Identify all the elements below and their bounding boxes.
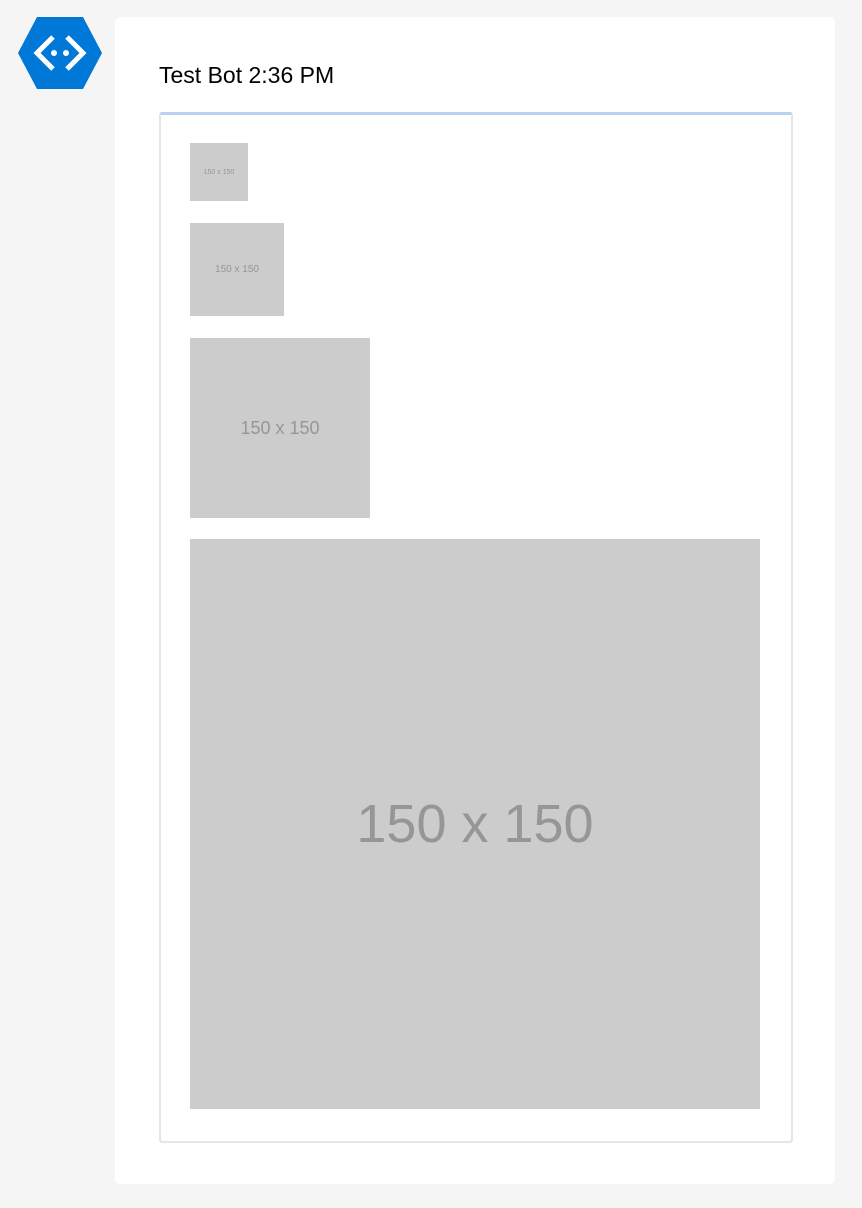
image-large[interactable]: 150 x 150: [190, 338, 370, 518]
bot-avatar: [17, 16, 103, 90]
message-panel: Test Bot 2:36 PM 150 x 150 150 x 150 150…: [115, 17, 835, 1184]
message-header: Test Bot 2:36 PM: [159, 61, 334, 89]
image-small-label: 150 x 150: [203, 168, 235, 176]
image-medium[interactable]: 150 x 150: [190, 223, 284, 316]
message-timestamp: 2:36 PM: [248, 62, 335, 88]
sender-name: Test Bot: [159, 62, 243, 88]
adaptive-card: 150 x 150 150 x 150 150 x 150 150 x 150: [159, 112, 793, 1143]
bot-framework-hexagon-icon: [18, 17, 102, 89]
image-large-label: 150 x 150: [240, 417, 320, 438]
image-medium-label: 150 x 150: [215, 264, 259, 275]
image-small[interactable]: 150 x 150: [190, 143, 248, 201]
image-stretch[interactable]: 150 x 150: [190, 539, 760, 1109]
image-stretch-label: 150 x 150: [356, 794, 594, 854]
